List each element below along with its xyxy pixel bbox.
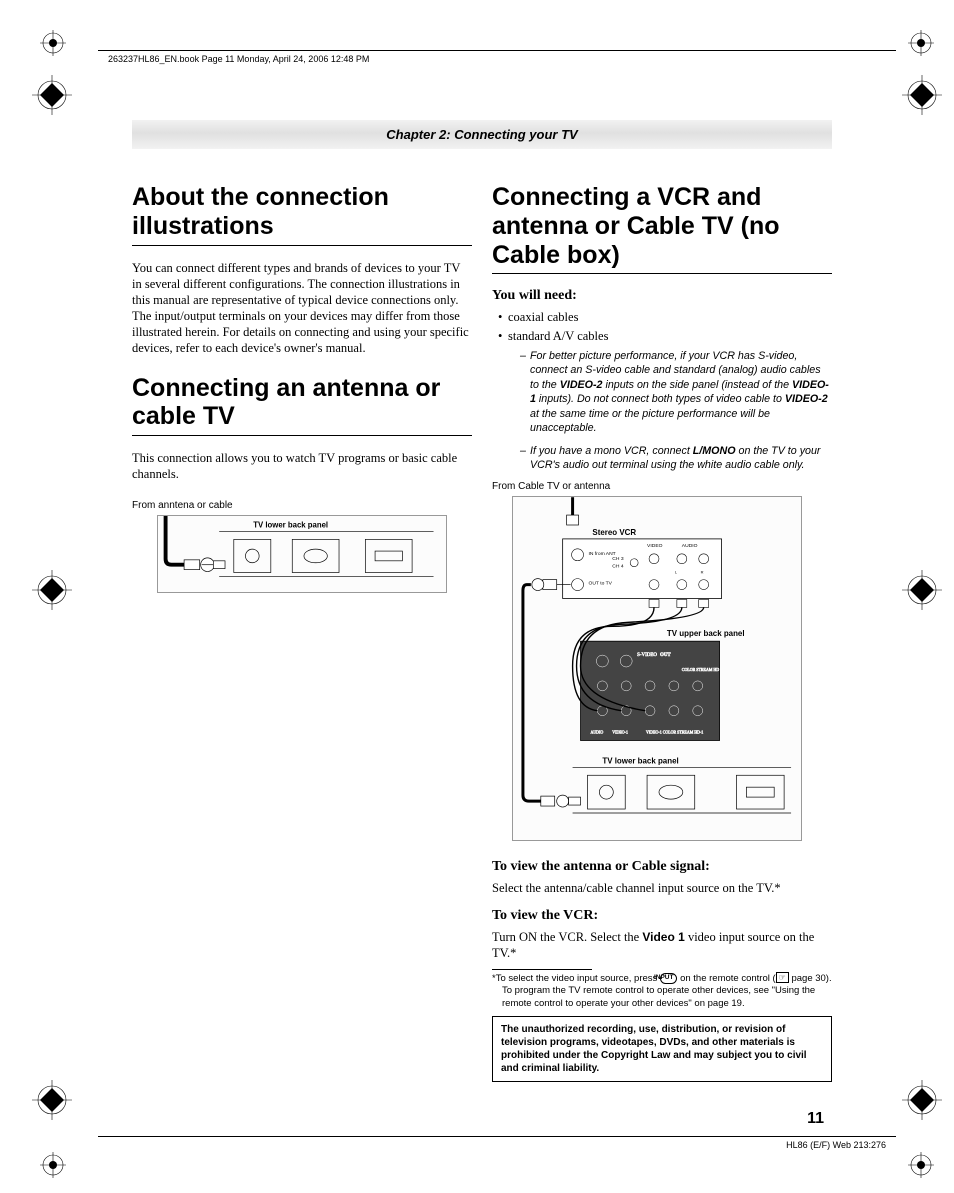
svg-text:Stereo VCR: Stereo VCR: [592, 527, 636, 536]
footer-rule: [98, 1136, 896, 1137]
right-column: Connecting a VCR and antenna or Cable TV…: [492, 183, 832, 1082]
paragraph-view-vcr: Turn ON the VCR. Select the Video 1 vide…: [492, 929, 832, 961]
list-item-coax: coaxial cables: [498, 309, 832, 326]
svg-text:OUT: OUT: [660, 653, 671, 658]
list-item-av-text: standard A/V cables: [508, 329, 608, 343]
svg-text:R: R: [701, 569, 704, 574]
crop-mark-br: [908, 1152, 934, 1178]
crop-mark-tl: [40, 30, 66, 56]
diagram-caption-left: From anntena or cable: [132, 500, 472, 511]
svg-text:CH 4: CH 4: [612, 563, 624, 569]
svg-text:TV lower back panel: TV lower back panel: [253, 521, 328, 530]
registration-mark-tl2: [32, 75, 72, 115]
svg-text:S-VIDEO: S-VIDEO: [637, 653, 657, 658]
list-item-av: standard A/V cables For better picture p…: [498, 328, 832, 472]
svg-text:AUDIO: AUDIO: [682, 542, 698, 548]
registration-mark-br2: [902, 1080, 942, 1120]
page-content: Chapter 2: Connecting your TV About the …: [132, 120, 832, 1082]
pointer-icon: ☞: [776, 972, 789, 983]
paragraph-about-illustrations: You can connect different types and bran…: [132, 260, 472, 356]
diagram-antenna-connection: TV lower back panel: [157, 515, 447, 593]
page-number: 11: [807, 1110, 824, 1128]
heading-connecting-vcr: Connecting a VCR and antenna or Cable TV…: [492, 183, 832, 274]
note-svideo: For better picture performance, if your …: [520, 349, 832, 436]
subhead-you-will-need: You will need:: [492, 288, 832, 304]
heading-about-illustrations: About the connection illustrations: [132, 183, 472, 246]
crop-mark-tr: [908, 30, 934, 56]
subhead-view-antenna: To view the antenna or Cable signal:: [492, 859, 832, 875]
crop-mark-bl: [40, 1152, 66, 1178]
notes-sublist: For better picture performance, if your …: [508, 349, 832, 473]
input-button-icon: INPUT: [660, 973, 678, 983]
heading-connecting-antenna: Connecting an antenna or cable TV: [132, 374, 472, 437]
registration-mark-left: [32, 570, 72, 610]
diagram-caption-right: From Cable TV or antenna: [492, 481, 832, 492]
note-mono: If you have a mono VCR, connect L/MONO o…: [520, 444, 832, 473]
svg-text:TV upper back panel: TV upper back panel: [667, 629, 745, 638]
footer-code: HL86 (E/F) Web 213:276: [786, 1140, 886, 1150]
svg-text:TV lower back panel: TV lower back panel: [602, 756, 678, 765]
svg-text:CH 3: CH 3: [612, 555, 624, 561]
footnote-input-source: *To select the video input source, press…: [492, 973, 832, 1010]
registration-mark-tr2: [902, 75, 942, 115]
svg-text:OUT to TV: OUT to TV: [588, 580, 612, 586]
paragraph-connecting-antenna: This connection allows you to watch TV p…: [132, 450, 472, 482]
book-metadata: 263237HL86_EN.book Page 11 Monday, April…: [108, 54, 369, 64]
subhead-view-vcr: To view the VCR:: [492, 908, 832, 924]
diagram-vcr-connection: Stereo VCR IN from ANT OUT to TV CH 3 CH…: [512, 496, 802, 841]
two-column-layout: About the connection illustrations You c…: [132, 183, 832, 1082]
copyright-warning-box: The unauthorized recording, use, distrib…: [492, 1016, 832, 1082]
chapter-heading: Chapter 2: Connecting your TV: [386, 127, 577, 142]
chapter-heading-bar: Chapter 2: Connecting your TV: [132, 120, 832, 149]
svg-text:VIDEO: VIDEO: [647, 542, 663, 548]
svg-text:VIDEO-1 COLOR STREAM HD-1: VIDEO-1 COLOR STREAM HD-1: [646, 729, 703, 734]
paragraph-view-antenna: Select the antenna/cable channel input s…: [492, 880, 832, 896]
left-column: About the connection illustrations You c…: [132, 183, 472, 1082]
svg-text:COLOR STREAM HD: COLOR STREAM HD: [682, 666, 719, 671]
svg-text:VIDEO-1: VIDEO-1: [612, 729, 628, 734]
registration-mark-right: [902, 570, 942, 610]
svg-text:AUDIO: AUDIO: [590, 729, 603, 734]
header-rule: [98, 50, 896, 51]
needs-list: coaxial cables standard A/V cables For b…: [492, 309, 832, 472]
registration-mark-bl2: [32, 1080, 72, 1120]
footnote-rule: [492, 969, 592, 970]
